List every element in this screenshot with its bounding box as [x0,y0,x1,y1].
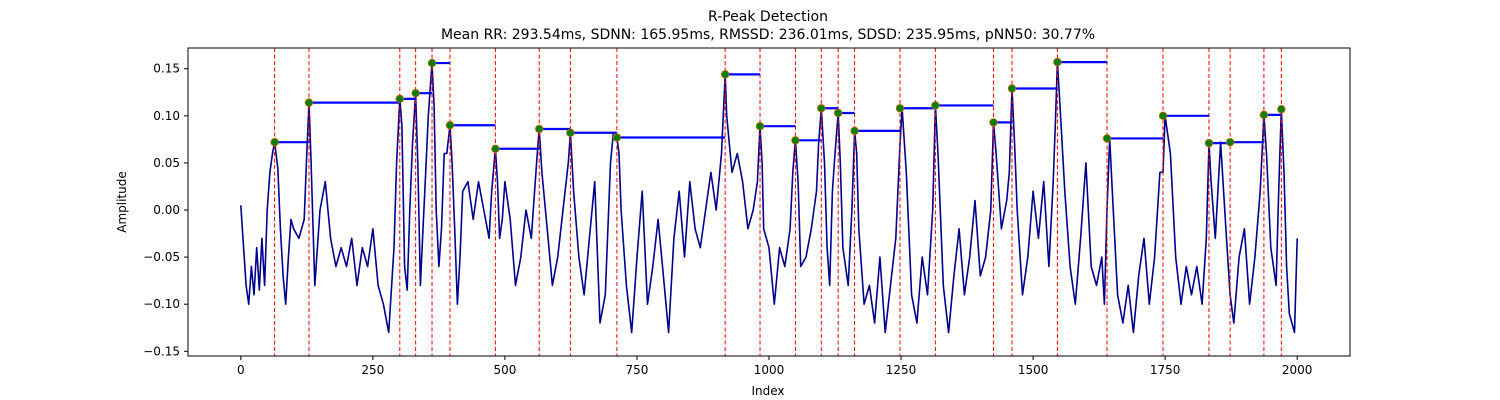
x-tick-label: 0 [237,363,245,377]
peak-marker [850,126,859,136]
peak-marker [304,98,314,107]
peak-marker [1102,134,1112,143]
y-axis-label: Amplitude [115,171,129,233]
peak-marker [1158,111,1168,121]
plot-area: 0 250 500 750 1000 1250 1500 1750 2000 −0.15 −0.10… [143,47,1351,377]
peak-marker [1259,110,1269,120]
y-tick-label: 0.00 [153,203,180,217]
y-tick-label: −0.15 [143,344,180,358]
peak-marker [411,89,420,98]
peak-marker [535,124,544,134]
chart-subtitle: Mean RR: 293.54ms, SDNN: 165.95ms, RMSSD… [441,27,1095,43]
x-tick-label: 750 [626,363,649,377]
y-tick-label: 0.10 [153,109,180,123]
peak-marker [1007,84,1017,93]
peak-marker [566,128,575,137]
peak-marker [931,101,940,110]
peak-marker [720,70,730,79]
y-tick-label: 0.05 [153,156,180,170]
x-tick-label: 2000 [1282,363,1313,377]
peak-marker [989,118,998,127]
peak-marker [895,104,905,113]
x-tick-label: 250 [361,363,384,377]
chart-title: R-Peak Detection [708,9,828,25]
peak-marker [833,108,843,118]
x-tick-label: 500 [493,363,516,377]
x-tick-label: 1750 [1150,363,1181,377]
x-tick-label: 1500 [1018,363,1049,377]
peak-marker [755,121,765,131]
peak-marker [445,121,455,130]
x-axis-label: Index [751,384,784,398]
x-tick-label: 1000 [754,363,785,377]
y-tick-label: 0.15 [153,62,180,76]
y-tick-label: −0.10 [143,297,180,311]
peak-marker [491,144,500,153]
peak-marker [1204,138,1214,148]
peak-marker [270,137,279,147]
peak-marker [395,94,405,104]
ecg-signal-line [240,61,1298,334]
peak-marker [817,104,826,113]
peak-marker [791,136,800,145]
y-tick-label: −0.05 [143,250,180,264]
peak-marker [612,133,622,142]
peak-marker [1053,57,1062,67]
x-tick-label: 1250 [886,363,917,377]
peak-marker [427,58,437,68]
peak-marker [1277,105,1286,114]
peak-marker [1225,137,1235,147]
